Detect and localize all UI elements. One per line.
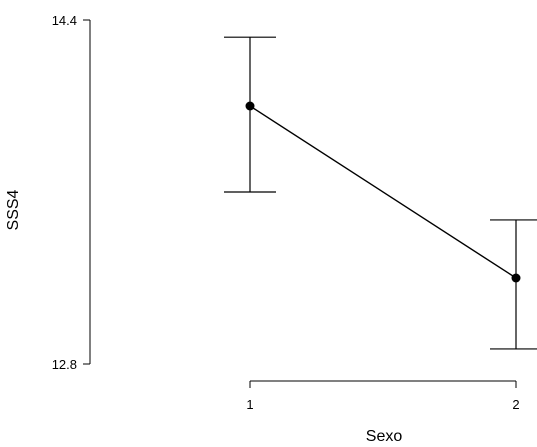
x-axis-title: Sexo [366, 428, 403, 445]
data-point [511, 273, 521, 283]
x-tick-label: 1 [246, 397, 253, 412]
y-tick-label: 14.4 [52, 13, 77, 28]
y-tick-label: 12.8 [52, 357, 77, 372]
y-axis-title: SSS4 [5, 189, 22, 230]
x-tick-label: 2 [512, 397, 519, 412]
y-axis: 12.8 14.4 [52, 13, 91, 372]
series-line [249, 105, 517, 279]
plot-area [224, 36, 537, 350]
data-point [245, 101, 255, 111]
